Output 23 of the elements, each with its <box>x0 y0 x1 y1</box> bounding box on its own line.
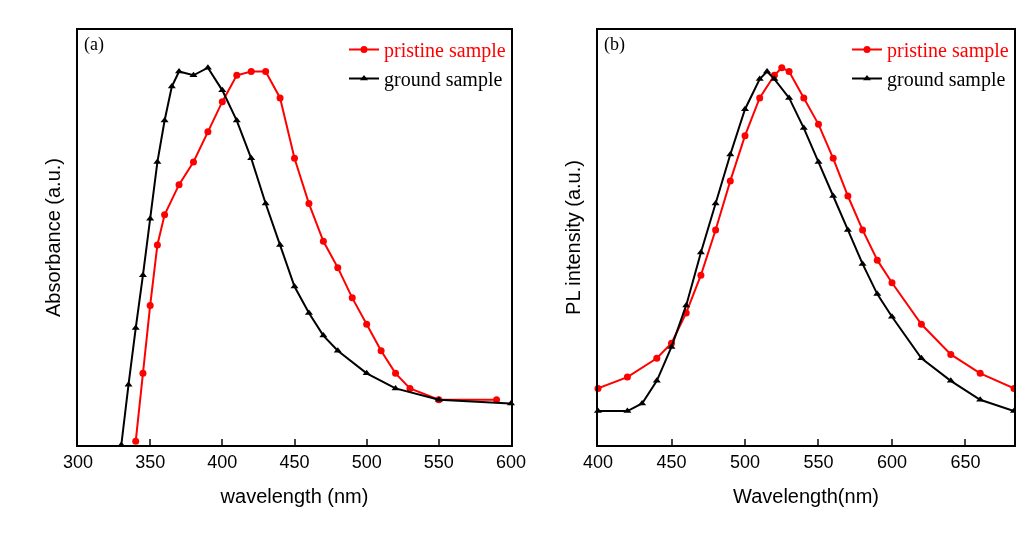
x-axis-title: wavelength (nm) <box>219 485 369 508</box>
x-tick-label: 650 <box>950 452 981 473</box>
x-tick-label: 600 <box>495 452 527 473</box>
y-axis-title: Absorbance (a.u.) <box>42 158 65 317</box>
x-tick-label: 550 <box>803 452 834 473</box>
y-axis-title: PL intensity (a.u.) <box>562 160 585 315</box>
x-tick-label: 450 <box>279 452 310 473</box>
text: (a) <box>84 34 104 55</box>
x-tick-label: 550 <box>423 452 454 473</box>
x-tick-label: 500 <box>729 452 761 473</box>
x-axis-title: Wavelength(nm) <box>733 485 879 508</box>
x-tick-label: 350 <box>135 452 166 473</box>
x-tick-label: 600 <box>876 452 908 473</box>
text: (b) <box>604 34 625 55</box>
x-tick-label: 400 <box>582 452 614 473</box>
x-tick-label: 450 <box>656 452 687 473</box>
legend-label: pristine sample <box>384 39 506 63</box>
legend-label: ground sample <box>887 68 1006 92</box>
x-tick-label: 500 <box>351 452 382 473</box>
legend-label: pristine sample <box>887 39 1009 63</box>
x-tick-label: 300 <box>62 452 94 473</box>
x-tick-label: 400 <box>207 452 238 473</box>
legend-label: ground sample <box>384 68 503 92</box>
